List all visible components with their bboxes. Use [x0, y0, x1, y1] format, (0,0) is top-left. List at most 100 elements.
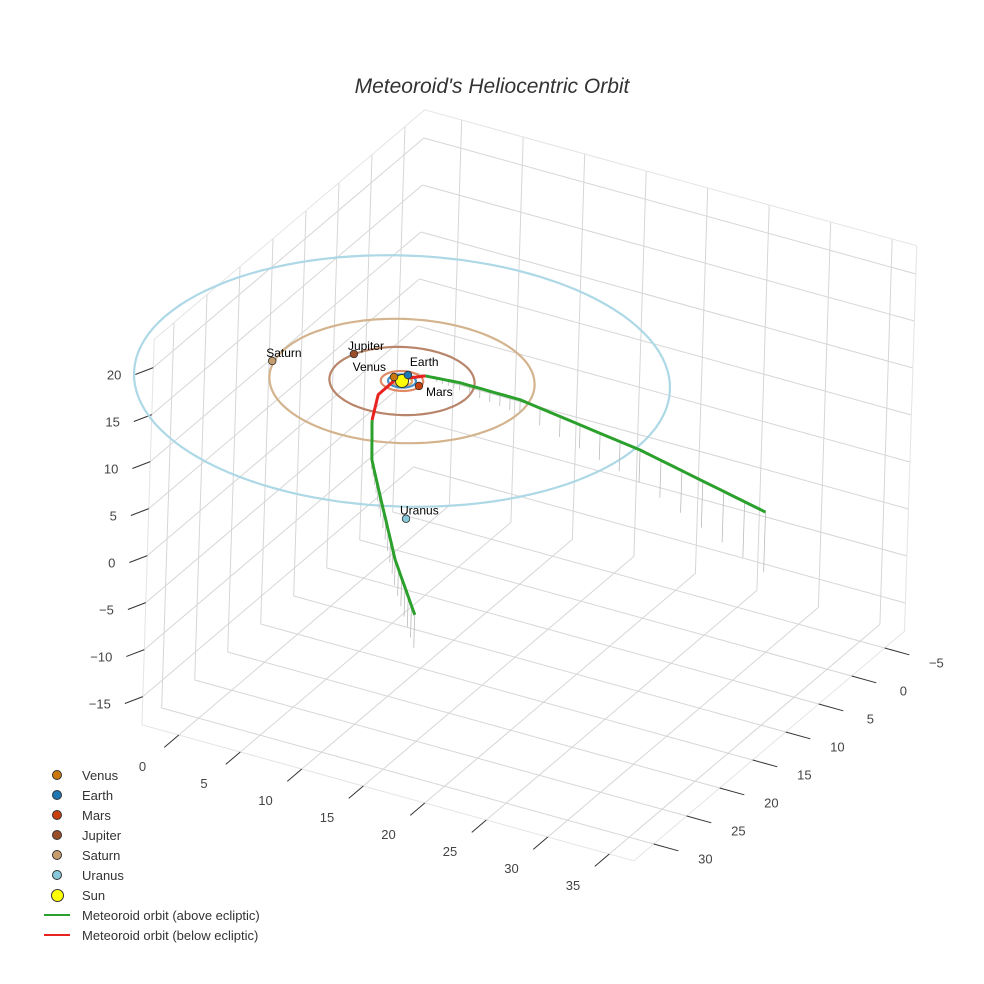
legend-label: Uranus [82, 867, 124, 883]
y-tick-label: 5 [867, 711, 874, 726]
legend-dot-icon [38, 790, 76, 800]
grid-line [178, 505, 450, 736]
legend-label: Jupiter [82, 827, 122, 843]
y-tick-label: −5 [929, 655, 944, 670]
grid-line [392, 511, 885, 649]
y-tick-label: 15 [797, 767, 811, 782]
drop-line [397, 569, 399, 596]
legend-dot-icon [38, 870, 76, 880]
legend-item[interactable]: Earth [38, 785, 260, 805]
axis-edge [141, 339, 155, 725]
grid-line [547, 607, 819, 838]
grid-line [152, 137, 425, 368]
x-tick-label: 35 [566, 878, 580, 893]
orbit-saturn [268, 317, 536, 445]
grid-line [413, 466, 906, 604]
grid-line [510, 136, 524, 523]
legend-item[interactable]: Jupiter [38, 825, 260, 845]
planet-label-earth: Earth [410, 355, 439, 369]
drop-line [598, 433, 601, 460]
grid-line [149, 231, 422, 462]
legend-item[interactable]: Meteoroid orbit (above ecliptic) [38, 905, 260, 925]
y-tick [752, 759, 778, 768]
legend-label: Saturn [82, 847, 121, 863]
drop-line [721, 491, 725, 543]
legend-label: Meteoroid orbit (below ecliptic) [82, 927, 259, 943]
y-tick [818, 703, 844, 712]
grid-line [420, 231, 914, 369]
grid-line [326, 567, 819, 705]
z-tick-label: 10 [104, 462, 118, 477]
legend-line-icon [38, 914, 76, 916]
z-tick [129, 555, 148, 563]
axis-edge [153, 109, 426, 340]
chart-title: Meteoroid's Heliocentric Orbit [354, 75, 630, 98]
y-tick-label: 25 [731, 823, 745, 838]
planet-marker-mars [414, 381, 424, 391]
x-tick [594, 853, 610, 867]
grid-line [417, 325, 911, 463]
grid-line [817, 221, 832, 608]
drop-line [394, 559, 396, 586]
drop-line [659, 460, 662, 498]
grid-line [301, 539, 573, 770]
x-tick [163, 734, 180, 748]
grid-line [161, 707, 654, 845]
legend-label: Meteoroid orbit (above ecliptic) [82, 907, 260, 923]
z-tick [135, 367, 154, 375]
x-tick-label: 20 [381, 827, 395, 842]
grid-line [260, 238, 274, 625]
grid-line [422, 184, 915, 322]
y-tick-label: 10 [830, 739, 844, 754]
legend-dot-icon [38, 830, 76, 840]
z-tick-label: 20 [107, 368, 121, 383]
z-tick [132, 461, 151, 469]
grid-line [419, 278, 912, 416]
x-tick-label: 25 [443, 844, 457, 859]
legend-item[interactable]: Sun [38, 885, 260, 905]
legend-item[interactable]: Mars [38, 805, 260, 825]
legend-item[interactable]: Uranus [38, 865, 260, 885]
grid-line [359, 154, 373, 541]
grid-line [151, 184, 423, 415]
y-tick [851, 675, 877, 684]
drop-line [742, 501, 746, 558]
x-tick-label: 0 [139, 759, 146, 774]
y-tick-label: 0 [900, 683, 907, 698]
grid-line [414, 419, 908, 557]
grid-line [227, 266, 241, 653]
axis-edge [424, 109, 917, 247]
z-tick [127, 602, 146, 610]
legend-item[interactable]: Venus [38, 765, 260, 785]
planet-marker-earth [403, 370, 413, 380]
legend-dot-icon [38, 810, 76, 820]
grid-line [293, 595, 786, 733]
drop-line [763, 512, 766, 573]
grid-line [694, 187, 709, 574]
z-tick [126, 649, 145, 657]
legend-label: Mars [82, 807, 111, 823]
meteoroid-orbit-above [425, 374, 767, 514]
y-tick-label: 30 [698, 851, 712, 866]
grid-line [293, 210, 307, 597]
legend-item[interactable]: Meteoroid orbit (below ecliptic) [38, 925, 260, 945]
grid-line [260, 623, 753, 761]
planet-label-saturn: Saturn [266, 346, 301, 360]
legend-dot-icon [38, 850, 76, 860]
grid-line [161, 322, 175, 709]
grid-line [194, 294, 208, 681]
meteoroid-orbit-above [370, 420, 417, 616]
drop-line [680, 470, 683, 513]
drop-line [578, 424, 581, 449]
z-tick [130, 508, 149, 516]
grid-line [448, 119, 463, 506]
legend-line-icon [38, 934, 76, 936]
legend-item[interactable]: Saturn [38, 845, 260, 865]
legend: Venus Earth Mars Jupiter Saturn Uranus Sun Mete… [38, 765, 260, 945]
z-tick-label: 0 [108, 556, 115, 571]
planet-marker-saturn [268, 356, 277, 366]
grid-line [633, 170, 647, 557]
drop-line [559, 416, 561, 437]
x-tick [286, 768, 303, 782]
